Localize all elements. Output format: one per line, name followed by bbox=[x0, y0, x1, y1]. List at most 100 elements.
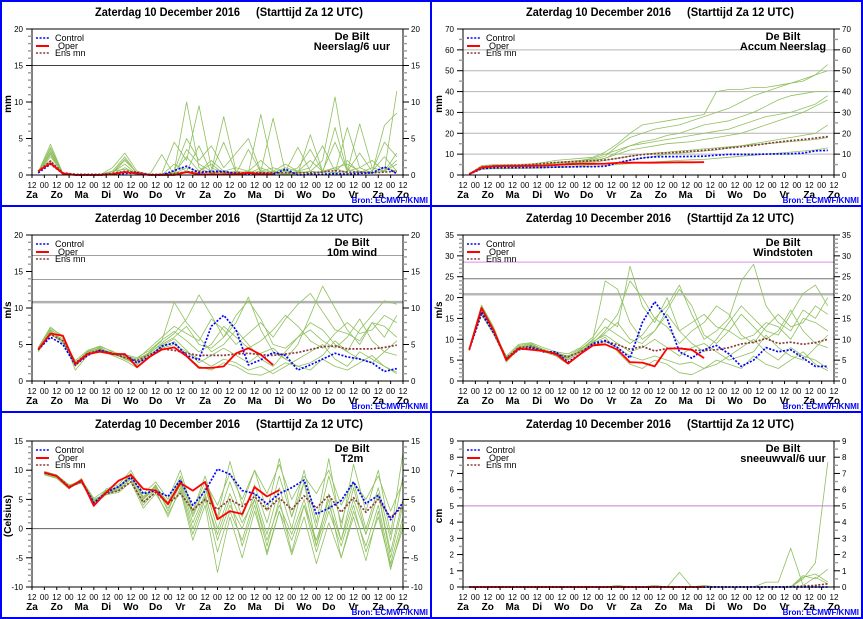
variable-name: T2m bbox=[341, 453, 364, 465]
ensemble-member-line bbox=[44, 464, 403, 512]
x-hour-label: 12 bbox=[706, 593, 715, 602]
x-hour-label: 12 bbox=[102, 593, 111, 602]
y-tick-label-right: 0 bbox=[411, 171, 416, 180]
y-tick-label-right: 30 bbox=[842, 252, 851, 261]
x-hour-label: 00 bbox=[213, 181, 222, 190]
x-day-label: Di bbox=[532, 396, 542, 407]
x-day-label: Za bbox=[199, 190, 211, 201]
x-hour-label: 12 bbox=[706, 387, 715, 396]
chart-start-time: (Starttijd Za 12 UTC) bbox=[687, 5, 794, 19]
x-hour-label: 00 bbox=[644, 181, 653, 190]
x-hour-label: 12 bbox=[607, 593, 616, 602]
x-hour-label: 12 bbox=[557, 387, 566, 396]
x-day-label: Do bbox=[149, 396, 162, 407]
x-hour-label: 12 bbox=[201, 181, 210, 190]
x-day-label: Za bbox=[630, 190, 642, 201]
y-tick-label-right: 0 bbox=[842, 377, 847, 386]
x-hour-label: 00 bbox=[188, 387, 197, 396]
legend-ens-mean-label: Ens mn bbox=[55, 254, 86, 264]
x-hour-label: 00 bbox=[792, 181, 801, 190]
y-tick-label-right: 5 bbox=[842, 356, 847, 365]
x-hour-label: 12 bbox=[508, 181, 517, 190]
y-tick-label-right: 50 bbox=[842, 67, 851, 76]
x-day-label: Zo bbox=[482, 602, 494, 613]
y-tick-label-left: 60 bbox=[445, 46, 454, 55]
x-day-label: Wo bbox=[123, 190, 138, 201]
y-tick-label-left: 25 bbox=[445, 273, 454, 282]
y-tick-label-right: 15 bbox=[842, 314, 851, 323]
x-hour-label: 00 bbox=[694, 181, 703, 190]
y-tick-label-left: 0 bbox=[450, 171, 455, 180]
x-hour-label: 00 bbox=[361, 387, 370, 396]
ensemble-member-line bbox=[37, 300, 397, 367]
chart-temperature-2m: Zaterdag 10 December 2016 (Starttijd Za 1… bbox=[3, 417, 428, 617]
x-day-label: Ma bbox=[679, 190, 693, 201]
x-hour-label: 12 bbox=[28, 181, 37, 190]
x-day-label: Ma bbox=[679, 396, 693, 407]
y-tick-label-right: 2 bbox=[842, 551, 847, 560]
x-hour-label: 00 bbox=[40, 387, 49, 396]
legend-ens-mean-label: Ens mn bbox=[486, 48, 517, 58]
chart-title: Zaterdag 10 December 2016 bbox=[526, 417, 671, 431]
x-hour-label: 12 bbox=[399, 593, 408, 602]
x-day-label: Vr bbox=[780, 190, 790, 201]
x-day-label: Di bbox=[274, 602, 284, 613]
legend-control-label: Control bbox=[486, 445, 515, 455]
x-hour-label: 12 bbox=[300, 593, 309, 602]
x-day-label: Za bbox=[803, 602, 815, 613]
chart-title: Zaterdag 10 December 2016 bbox=[526, 211, 671, 225]
y-tick-label-right: 60 bbox=[842, 46, 851, 55]
y-tick-label-left: 50 bbox=[445, 67, 454, 76]
y-tick-label-left: 10 bbox=[14, 98, 23, 107]
x-hour-label: 00 bbox=[139, 387, 148, 396]
x-day-label: Ma bbox=[248, 602, 262, 613]
x-day-label: Zo bbox=[482, 190, 494, 201]
station-name: De Bilt bbox=[335, 443, 370, 455]
x-day-label: Zo bbox=[482, 396, 494, 407]
x-hour-label: 12 bbox=[681, 593, 690, 602]
x-day-label: Do bbox=[753, 602, 766, 613]
chart-start-time: (Starttijd Za 12 UTC) bbox=[256, 211, 363, 225]
y-tick-label-right: 10 bbox=[411, 304, 420, 313]
x-hour-label: 12 bbox=[632, 593, 641, 602]
chart-title: Zaterdag 10 December 2016 bbox=[95, 417, 240, 431]
y-tick-label-right: 10 bbox=[411, 466, 420, 475]
x-hour-label: 00 bbox=[287, 181, 296, 190]
chart-title: Zaterdag 10 December 2016 bbox=[526, 5, 671, 19]
ensemble-member-line bbox=[37, 293, 398, 362]
y-tick-label-right: 9 bbox=[842, 437, 847, 446]
x-hour-label: 00 bbox=[263, 387, 272, 396]
y-tick-label-left: 0 bbox=[450, 583, 455, 592]
station-name: De Bilt bbox=[766, 443, 801, 455]
x-hour-label: 00 bbox=[817, 387, 826, 396]
x-hour-label: 00 bbox=[40, 593, 49, 602]
chart-start-time: (Starttijd Za 12 UTC) bbox=[256, 5, 363, 19]
y-tick-label-left: 20 bbox=[445, 294, 454, 303]
x-hour-label: 00 bbox=[89, 387, 98, 396]
x-hour-label: 00 bbox=[114, 181, 123, 190]
ensemble-member-line bbox=[37, 328, 398, 367]
x-hour-label: 00 bbox=[337, 181, 346, 190]
x-day-label: Di bbox=[101, 190, 111, 201]
x-hour-label: 12 bbox=[830, 181, 839, 190]
station-name: De Bilt bbox=[335, 237, 370, 249]
chart-title: Zaterdag 10 December 2016 bbox=[95, 211, 240, 225]
y-axis-label: mm bbox=[3, 95, 14, 113]
x-hour-label: 12 bbox=[102, 181, 111, 190]
x-day-label: Vr bbox=[349, 190, 359, 201]
x-hour-label: 12 bbox=[176, 593, 185, 602]
x-day-label: Do bbox=[753, 396, 766, 407]
x-hour-label: 12 bbox=[755, 387, 764, 396]
x-day-label: Do bbox=[580, 602, 593, 613]
x-hour-label: 12 bbox=[374, 181, 383, 190]
x-hour-label: 00 bbox=[718, 387, 727, 396]
x-hour-label: 12 bbox=[508, 387, 517, 396]
x-day-label: Vr bbox=[606, 602, 616, 613]
x-hour-label: 12 bbox=[126, 387, 135, 396]
x-day-label: Wo bbox=[727, 190, 742, 201]
x-day-label: Wo bbox=[554, 602, 569, 613]
x-hour-label: 00 bbox=[570, 181, 579, 190]
x-hour-label: 00 bbox=[386, 593, 395, 602]
y-tick-label-right: 15 bbox=[411, 268, 420, 277]
ensemble-member-line bbox=[44, 473, 403, 573]
